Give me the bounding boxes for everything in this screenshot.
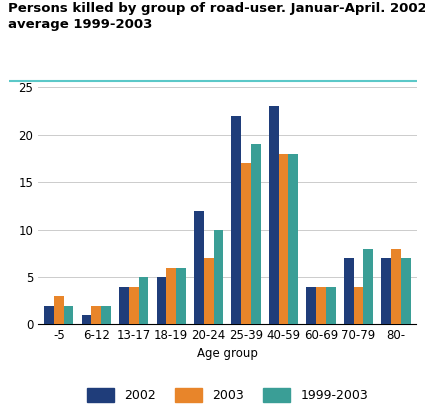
Bar [91,305,101,324]
X-axis label: Age group: Age group [197,347,258,359]
Bar [363,249,373,324]
Bar [213,230,223,324]
Bar [82,315,91,324]
Bar [129,287,139,324]
Bar [64,305,74,324]
Bar [101,305,111,324]
Bar [194,210,204,324]
Bar [176,267,186,324]
Bar [232,116,241,324]
Bar [54,296,64,324]
Bar [354,287,363,324]
Bar [166,267,176,324]
Bar [401,258,411,324]
Bar [251,144,261,324]
Bar [326,287,336,324]
Text: Persons killed by group of road-user. Januar-April. 2002, 2003 and
average 1999-: Persons killed by group of road-user. Ja… [8,2,425,31]
Bar [289,154,298,324]
Bar [241,163,251,324]
Bar [44,305,54,324]
Bar [316,287,326,324]
Bar [119,287,129,324]
Bar [269,106,279,324]
Bar [204,258,213,324]
Bar [381,258,391,324]
Bar [306,287,316,324]
Bar [139,277,148,324]
Bar [344,258,354,324]
Bar [391,249,401,324]
Bar [279,154,289,324]
Legend: 2002, 2003, 1999-2003: 2002, 2003, 1999-2003 [82,383,373,407]
Bar [156,277,166,324]
